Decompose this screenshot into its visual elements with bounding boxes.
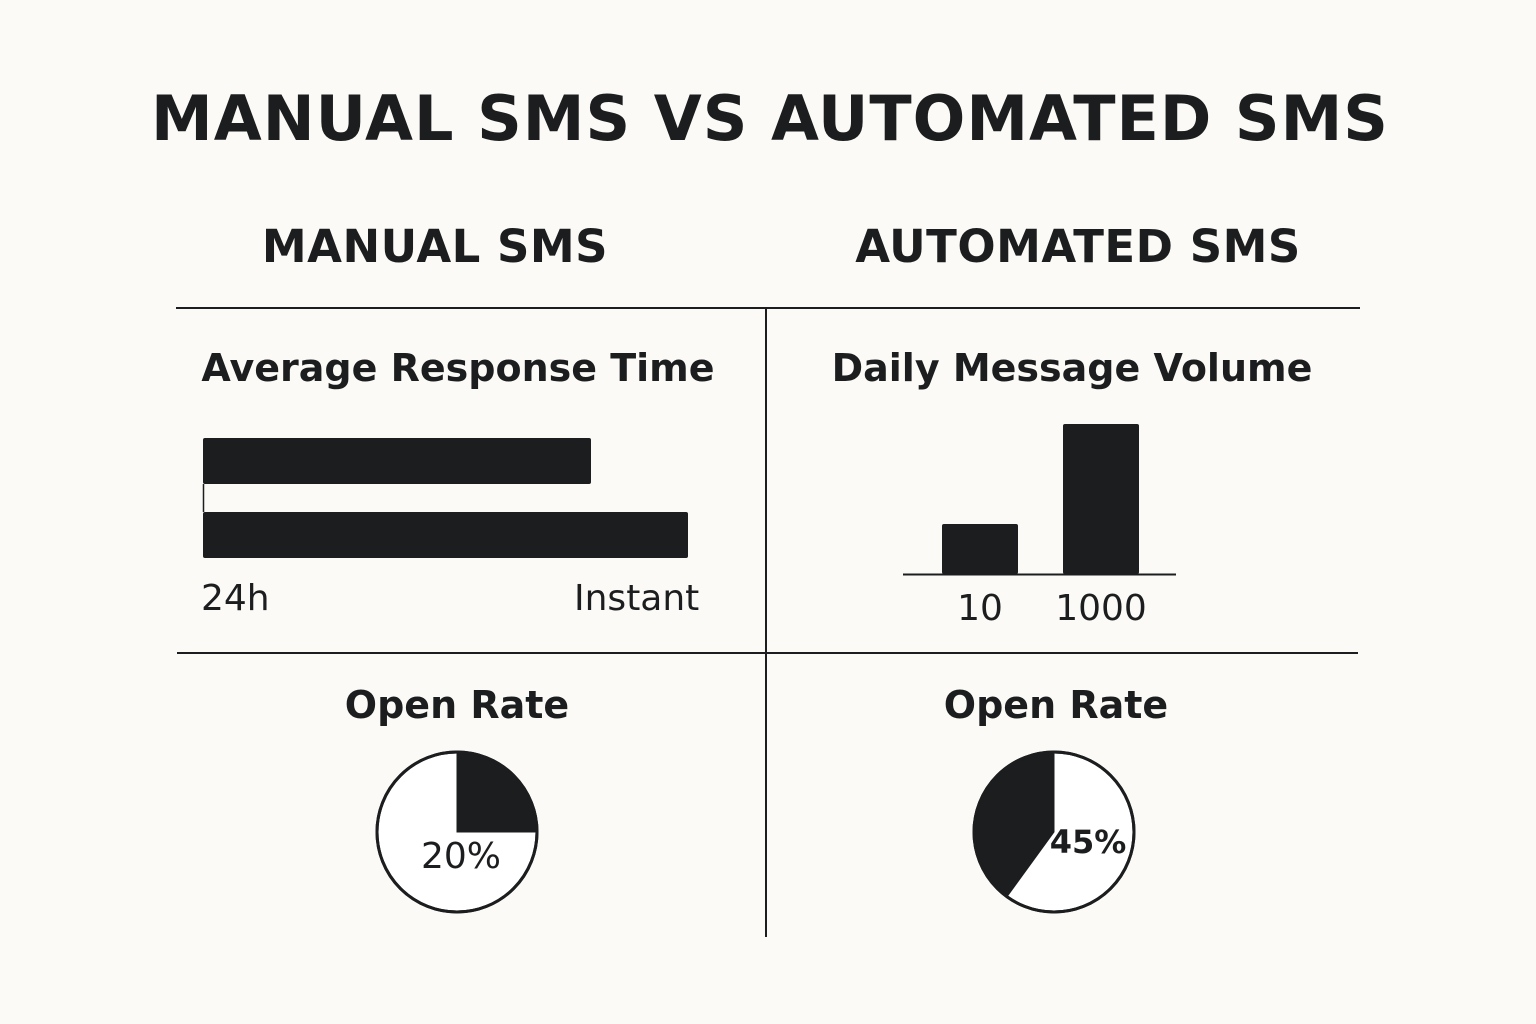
response-time-title: Average Response Time [201,346,715,390]
top-divider [176,307,1360,309]
response-time-bar-1 [203,438,591,484]
center-vertical-divider [765,309,767,937]
daily-volume-tick-10: 10 [957,588,1003,629]
manual-open-rate-outline [375,750,539,914]
response-axis-end-label: Instant [574,578,700,619]
daily-volume-bar-10 [942,524,1018,574]
manual-open-rate-title: Open Rate [344,683,570,727]
daily-volume-tick-1000: 1000 [1055,588,1147,629]
page-title: MANUAL SMS VS AUTOMATED SMS [151,82,1389,155]
manual-open-rate-label: 20% [421,836,501,877]
automated-open-rate-label: 45% [1050,823,1127,861]
daily-volume-title: Daily Message Volume [831,346,1313,390]
automated-column-heading: AUTOMATED SMS [855,220,1301,273]
manual-column-heading: MANUAL SMS [261,220,609,273]
daily-volume-bar-1000 [1063,424,1139,574]
response-time-bar-2 [203,512,688,558]
automated-open-rate-title: Open Rate [943,683,1169,727]
response-axis-start-label: 24h [201,578,270,619]
automated-open-rate-outline [972,750,1136,914]
middle-divider [177,652,1358,654]
